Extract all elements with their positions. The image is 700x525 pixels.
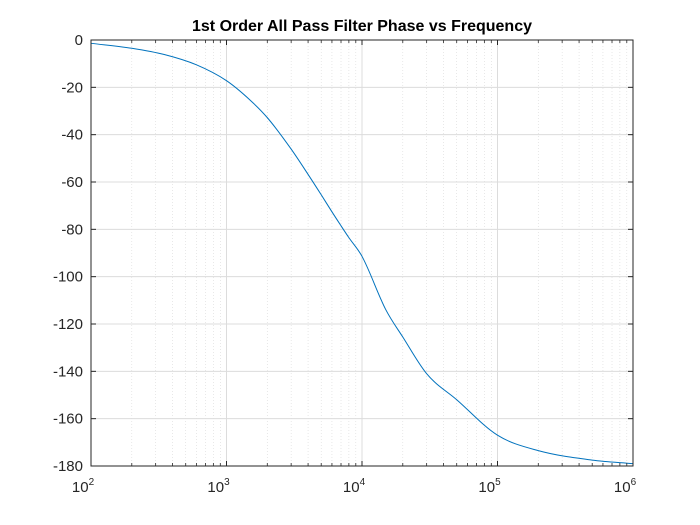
y-tick-label: -20 bbox=[61, 79, 83, 96]
y-tick-label: -60 bbox=[61, 174, 83, 191]
major-grid bbox=[90, 39, 634, 467]
x-tick-label: 104 bbox=[343, 477, 366, 496]
y-tick-label: -40 bbox=[61, 127, 83, 144]
x-tick-label: 106 bbox=[614, 477, 637, 496]
y-tick-label: -180 bbox=[53, 458, 83, 475]
y-tick-label: -140 bbox=[53, 363, 83, 380]
x-tick-label: 103 bbox=[207, 477, 230, 496]
y-tick-label: -100 bbox=[53, 269, 83, 286]
x-tick-label: 105 bbox=[478, 477, 501, 496]
minor-grid bbox=[131, 40, 628, 466]
y-tick-label: -120 bbox=[53, 316, 83, 333]
chart-title: 1st Order All Pass Filter Phase vs Frequ… bbox=[192, 18, 532, 35]
x-axis-ticks: 102 103 104 105 106 bbox=[72, 40, 637, 496]
x-tick-label: 102 bbox=[72, 477, 95, 496]
y-tick-label: 0 bbox=[75, 32, 83, 49]
y-tick-label: -80 bbox=[61, 221, 83, 238]
y-tick-label: -160 bbox=[53, 411, 83, 428]
y-axis-ticks: 0 -20 -40 -60 -80 -100 -120 -140 -160 -180 bbox=[53, 32, 633, 475]
phase-series-line bbox=[90, 42, 634, 465]
